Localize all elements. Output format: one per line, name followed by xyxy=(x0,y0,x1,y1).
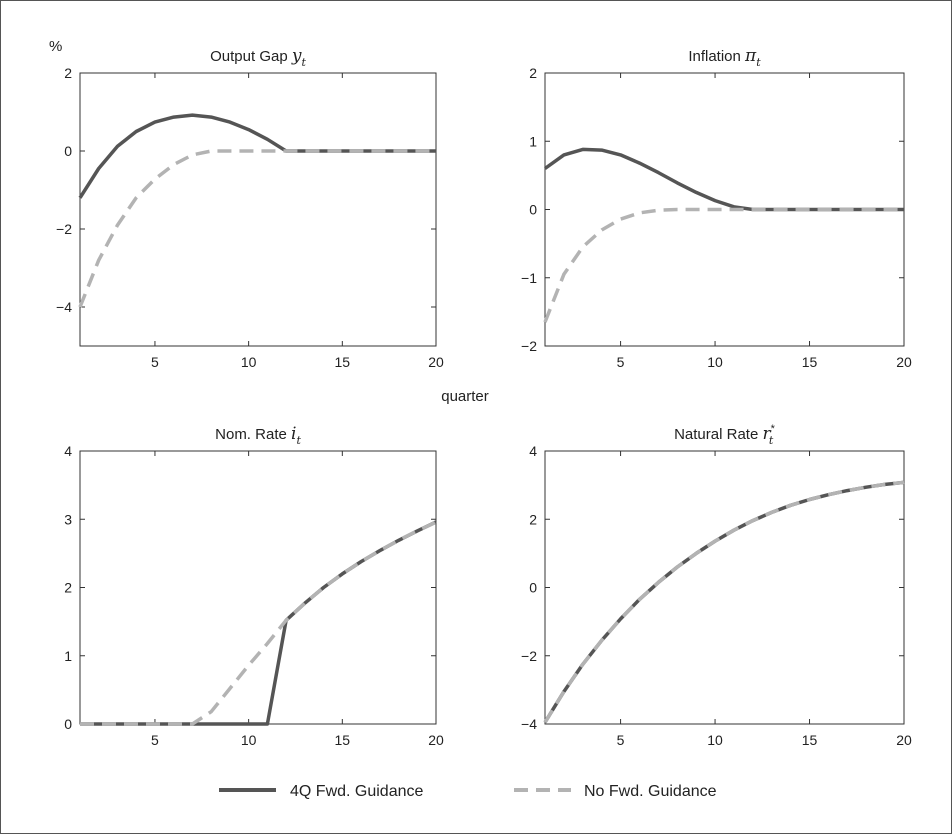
legend-label-fwd: 4Q Fwd. Guidance xyxy=(290,783,424,800)
axes-box-nom-rate xyxy=(79,450,437,725)
line-fwd-inflation xyxy=(543,147,904,212)
panel-natural-rate: 5 10 15 20 −4 −2 0 2 4 Natural Rate r* t xyxy=(521,423,912,748)
panel-title-nom-rate: Nom. Rate it xyxy=(215,424,301,447)
y-tick-label-natural-rate: 0 xyxy=(529,580,537,596)
panel-inflation: 5 10 15 20 −2 −1 0 1 2 Inflation πt xyxy=(521,46,912,370)
legend-label-nofwd: No Fwd. Guidance xyxy=(584,783,717,800)
y-tick-label-output-gap: 0 xyxy=(64,143,72,159)
y-tick-label-nom-rate: 3 xyxy=(64,511,72,527)
line-nofwd-inflation xyxy=(543,207,904,323)
line-fwd-nom-rate xyxy=(80,520,437,726)
x-tick-label-nom-rate: 5 xyxy=(151,732,159,748)
y-tick-label-nom-rate: 1 xyxy=(64,648,72,664)
y-tick-label-natural-rate: −2 xyxy=(521,648,537,664)
line-nofwd-natural-rate xyxy=(543,480,905,724)
y-tick-label-nom-rate: 4 xyxy=(64,443,72,459)
x-tick-label-nom-rate: 15 xyxy=(335,732,351,748)
x-tick-label-nom-rate: 20 xyxy=(428,732,444,748)
y-tick-label-inflation: 1 xyxy=(529,133,537,149)
y-tick-label-nom-rate: 0 xyxy=(64,716,72,732)
panel-title-output-gap: Output Gap yt xyxy=(210,46,306,69)
legend: 4Q Fwd. Guidance No Fwd. Guidance xyxy=(219,783,717,800)
x-tick-label-natural-rate: 5 xyxy=(617,732,625,748)
x-tick-label-output-gap: 15 xyxy=(335,354,351,370)
x-tick-label-output-gap: 20 xyxy=(428,354,444,370)
y-tick-label-output-gap: −2 xyxy=(56,221,72,237)
panel-title-inflation: Inflation πt xyxy=(688,46,761,69)
y-tick-label-nom-rate: 2 xyxy=(64,580,72,596)
y-tick-label-inflation: −2 xyxy=(521,338,537,354)
axes-box-output-gap xyxy=(79,72,437,347)
line-nofwd-nom-rate xyxy=(80,520,437,726)
x-tick-label-inflation: 10 xyxy=(707,354,723,370)
x-axis-label: quarter xyxy=(441,388,489,405)
line-nofwd-output-gap xyxy=(78,149,436,308)
x-tick-label-inflation: 5 xyxy=(617,354,625,370)
y-tick-label-inflation: 2 xyxy=(529,65,537,81)
x-tick-label-natural-rate: 15 xyxy=(802,732,818,748)
x-tick-label-nom-rate: 10 xyxy=(241,732,257,748)
y-tick-label-output-gap: 2 xyxy=(64,65,72,81)
axes-box-natural-rate xyxy=(544,450,905,725)
y-tick-label-natural-rate: 2 xyxy=(529,511,537,527)
x-tick-label-output-gap: 5 xyxy=(151,354,159,370)
y-tick-label-inflation: 0 xyxy=(529,202,537,218)
y-unit-label: % xyxy=(49,38,62,55)
panel-title-natural-rate: Natural Rate r* t xyxy=(674,423,776,447)
x-tick-label-inflation: 15 xyxy=(802,354,818,370)
line-fwd-natural-rate xyxy=(543,480,905,724)
x-tick-label-natural-rate: 10 xyxy=(707,732,723,748)
y-tick-label-natural-rate: 4 xyxy=(529,443,537,459)
panel-nom-rate: 5 10 15 20 0 1 2 3 4 Nom. Rate it xyxy=(64,424,444,748)
panel-output-gap: 5 10 15 20 −4 −2 0 2 Output Gap yt xyxy=(56,46,444,370)
line-fwd-output-gap xyxy=(78,113,436,199)
y-tick-label-natural-rate: −4 xyxy=(521,716,537,732)
x-tick-label-output-gap: 10 xyxy=(241,354,257,370)
x-tick-label-inflation: 20 xyxy=(896,354,912,370)
y-tick-label-output-gap: −4 xyxy=(56,299,72,315)
y-tick-label-inflation: −1 xyxy=(521,270,537,286)
x-tick-label-natural-rate: 20 xyxy=(896,732,912,748)
